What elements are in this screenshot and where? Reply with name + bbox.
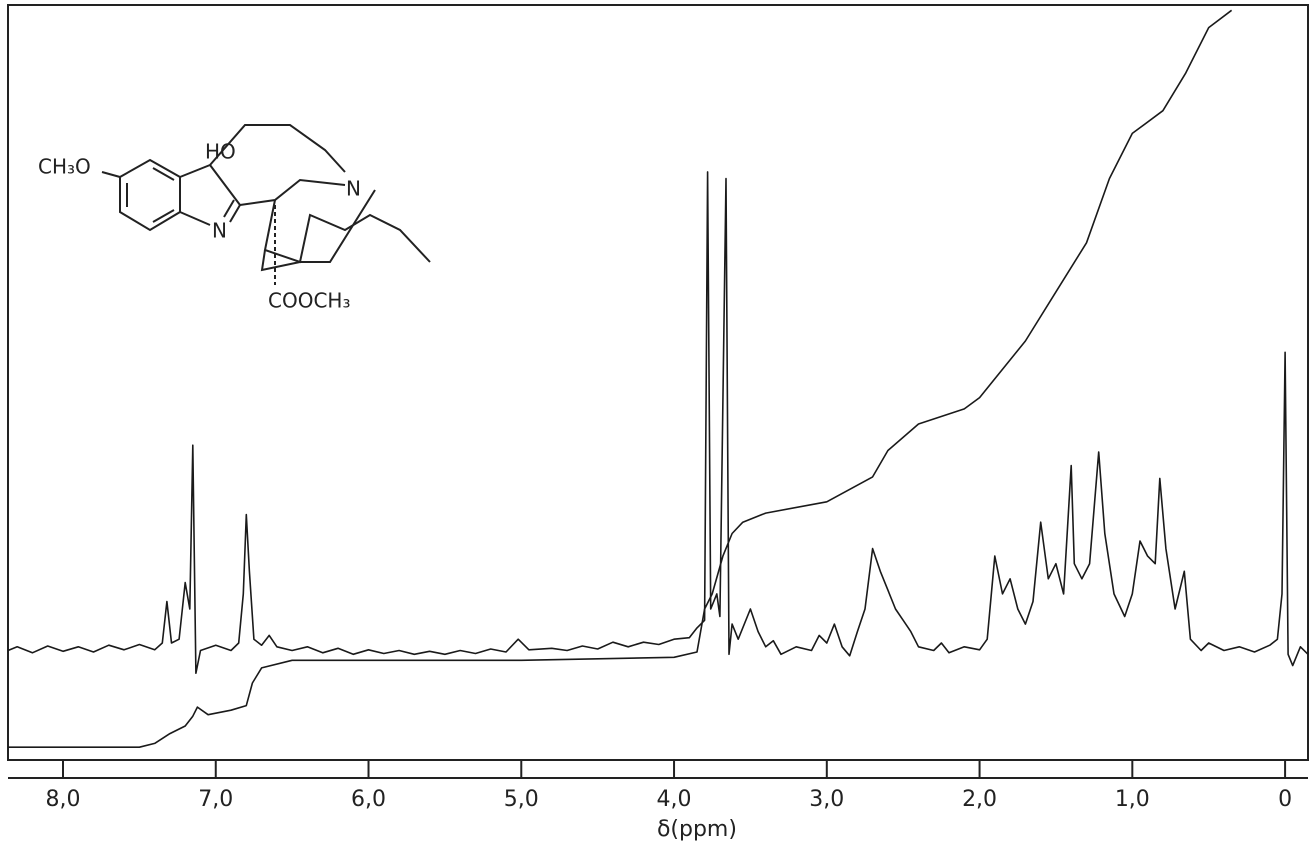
bond bbox=[101, 171, 121, 178]
x-tick-label: 1,0 bbox=[1115, 787, 1150, 812]
x-tick-label: 3,0 bbox=[809, 787, 844, 812]
structure: CH₃O HO N N COOCH₃ bbox=[38, 124, 431, 313]
bond bbox=[223, 199, 235, 218]
bond bbox=[239, 178, 346, 206]
bond bbox=[229, 204, 241, 223]
x-tick-label: 2,0 bbox=[962, 787, 997, 812]
bond bbox=[152, 209, 175, 223]
bond bbox=[209, 124, 346, 173]
plot-frame bbox=[7, 4, 1309, 761]
bond bbox=[260, 249, 301, 272]
x-tick-label: 4,0 bbox=[657, 787, 692, 812]
spectrum-line bbox=[7, 171, 1309, 674]
x-tick-label: 0 bbox=[1278, 787, 1292, 812]
x-tick-label: 7,0 bbox=[198, 787, 233, 812]
structure-label: COOCH₃ bbox=[268, 289, 350, 313]
x-tick-label: 5,0 bbox=[504, 787, 539, 812]
bond bbox=[152, 167, 175, 181]
x-axis-label: δ(ppm) bbox=[657, 817, 737, 842]
structure-label: HO bbox=[205, 140, 236, 164]
spectrum-line bbox=[8, 9, 1233, 748]
structure-label: CH₃O bbox=[38, 155, 91, 179]
bond bbox=[179, 164, 211, 178]
bond bbox=[300, 189, 376, 263]
structure-label: N bbox=[346, 177, 361, 201]
x-tick-label: 8,0 bbox=[45, 787, 80, 812]
benzene-ring bbox=[119, 158, 181, 232]
x-tick-label: 6,0 bbox=[351, 787, 386, 812]
structure-label: N bbox=[212, 219, 227, 243]
bond bbox=[209, 164, 241, 206]
bond bbox=[179, 211, 211, 226]
bond bbox=[263, 199, 431, 264]
